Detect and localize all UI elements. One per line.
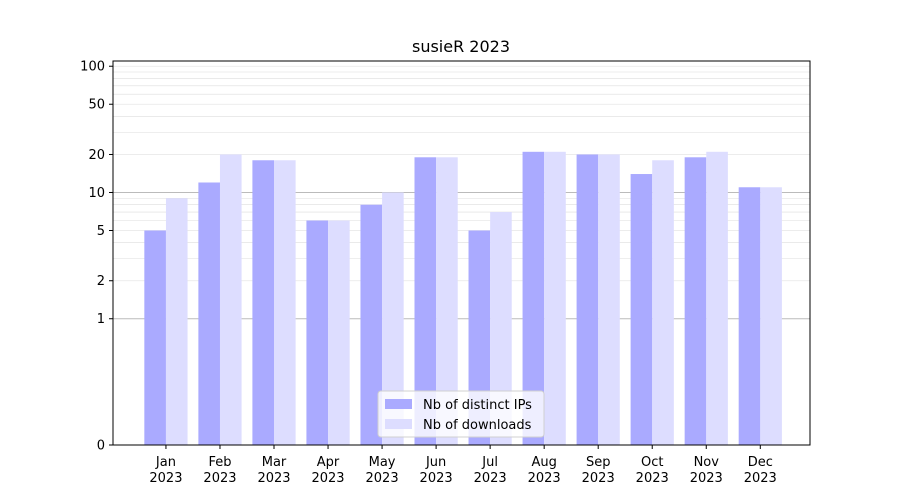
- bar-downloads: [652, 160, 674, 446]
- bar-downloads: [598, 154, 620, 445]
- x-tick-label-year: 2023: [474, 471, 507, 486]
- x-tick-label-year: 2023: [528, 471, 561, 486]
- bar-downloads: [165, 198, 188, 445]
- bar-downloads: [490, 212, 512, 445]
- bar-downloads: [706, 151, 728, 445]
- y-tick-label: 1: [97, 312, 105, 327]
- bar-distinct-ips: [576, 154, 599, 445]
- bars: [144, 151, 782, 446]
- legend-label: Nb of downloads: [423, 418, 532, 433]
- x-tick-label-month: Dec: [748, 455, 773, 470]
- bar-downloads: [328, 220, 350, 445]
- bar-distinct-ips: [630, 174, 653, 445]
- chart-title: susieR 2023: [412, 37, 510, 56]
- x-tick-label-year: 2023: [690, 471, 723, 486]
- x-tick-label-month: Oct: [641, 455, 663, 470]
- y-tick-label: 2: [97, 274, 105, 289]
- plot-frame: [112, 60, 811, 446]
- y-tick-label: 50: [88, 98, 105, 113]
- bar-distinct-ips: [252, 160, 275, 446]
- x-tick-label-year: 2023: [582, 471, 615, 486]
- legend-swatch: [385, 399, 412, 409]
- x-tick-label-month: Jan: [155, 455, 176, 470]
- axes: 0125102050100Jan2023Feb2023Mar2023Apr202…: [80, 60, 811, 486]
- bar-downloads: [760, 187, 782, 446]
- x-tick-label-year: 2023: [636, 471, 669, 486]
- bar-distinct-ips: [198, 182, 220, 445]
- bar-downloads: [274, 160, 296, 446]
- x-tick-label-month: Sep: [586, 455, 611, 470]
- x-tick-label-year: 2023: [420, 471, 453, 486]
- x-tick-label-year: 2023: [149, 471, 182, 486]
- legend-label: Nb of distinct IPs: [423, 398, 532, 413]
- x-tick-label-month: Mar: [262, 455, 287, 470]
- x-tick-label-year: 2023: [744, 471, 777, 486]
- y-tick-label: 20: [88, 148, 105, 163]
- y-tick-label: 100: [80, 60, 105, 75]
- x-tick-label-month: Nov: [694, 455, 720, 470]
- bar-downloads: [436, 157, 458, 445]
- bar-downloads: [382, 192, 404, 445]
- x-tick-label-year: 2023: [366, 471, 399, 486]
- y-tick-label: 0: [97, 439, 105, 454]
- bar-distinct-ips: [144, 230, 166, 445]
- x-tick-label-month: Jul: [481, 455, 498, 470]
- bar-distinct-ips: [414, 157, 437, 445]
- bar-distinct-ips: [738, 187, 761, 446]
- x-tick-label-month: Aug: [531, 455, 556, 470]
- bar-downloads: [219, 154, 242, 445]
- legend-swatch: [385, 419, 412, 429]
- x-tick-label-month: May: [369, 455, 396, 470]
- y-tick-label: 5: [97, 224, 105, 239]
- bar-distinct-ips: [522, 151, 545, 445]
- legend: Nb of distinct IPs Nb of downloads: [377, 390, 545, 438]
- x-tick-label-year: 2023: [257, 471, 290, 486]
- bar-distinct-ips: [684, 157, 707, 445]
- legend-box: [377, 390, 545, 438]
- bar-distinct-ips: [360, 204, 383, 445]
- x-tick-label-month: Jun: [425, 455, 446, 470]
- bar-distinct-ips: [306, 220, 329, 445]
- x-tick-label-month: Feb: [208, 455, 231, 470]
- y-tick-label: 10: [88, 186, 105, 201]
- x-tick-label-year: 2023: [203, 471, 236, 486]
- bar-downloads: [544, 151, 566, 445]
- x-tick-label-year: 2023: [311, 471, 344, 486]
- x-tick-label-month: Apr: [317, 455, 340, 470]
